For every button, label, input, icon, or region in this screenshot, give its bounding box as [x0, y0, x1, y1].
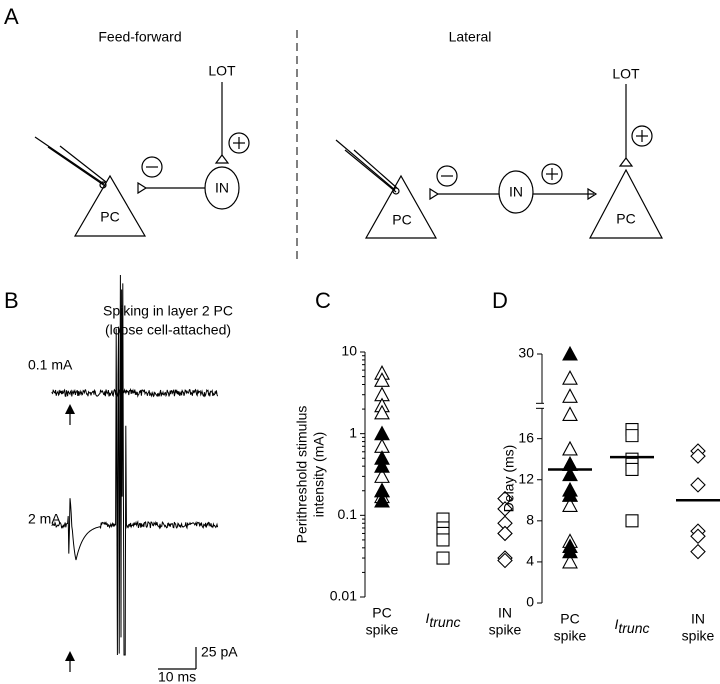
data-point: [374, 372, 390, 387]
data-point: [374, 492, 390, 508]
y-tick-label: 4: [526, 553, 534, 569]
data-point: [562, 440, 578, 456]
y-tick-label: 12: [518, 470, 534, 486]
x-tick-label: I: [614, 616, 618, 632]
x-tick-label: IN: [498, 605, 512, 621]
data-point: [562, 543, 578, 559]
data-point: [374, 458, 390, 473]
y-tick-label: 0.1: [338, 506, 358, 522]
x-tick-label: PC: [372, 605, 391, 621]
data-point: [497, 501, 513, 517]
y-axis-label: Perithreshold stimulus: [294, 406, 310, 544]
node-label: IN: [215, 180, 229, 196]
panel-title: Lateral: [449, 29, 492, 45]
scale-label: 25 pA: [201, 644, 238, 660]
panel-label: C: [315, 288, 331, 313]
x-tick-label: trunc: [618, 620, 649, 636]
y-tick-label: 0: [526, 594, 534, 610]
x-tick-label: PC: [560, 611, 579, 627]
data-point: [497, 552, 513, 569]
y-tick-label: 16: [518, 429, 534, 445]
data-point: [562, 370, 578, 385]
y-tick-label: 10: [341, 343, 357, 359]
data-point: [625, 514, 639, 528]
scale-label: 10 ms: [158, 669, 196, 684]
condition-label: 2 mA: [28, 511, 61, 527]
data-point: [436, 533, 450, 547]
x-tick-label: IN: [691, 611, 705, 627]
data-point: [497, 490, 513, 507]
y-axis-label: intensity (mA): [311, 432, 327, 518]
data-point: [625, 429, 639, 443]
data-point: [562, 466, 578, 482]
data-point: [374, 425, 390, 441]
trace: [51, 274, 219, 656]
node-label: PC: [392, 212, 411, 228]
data-point: [436, 551, 450, 565]
y-tick-label: 1: [349, 424, 357, 440]
data-point: [690, 543, 706, 560]
node-label: LOT: [612, 66, 640, 82]
x-tick-label: spike: [366, 622, 399, 638]
data-point: [690, 448, 706, 464]
x-tick-label: trunc: [429, 614, 460, 630]
data-point: [690, 528, 706, 545]
feedforward-diagram: [34, 82, 250, 237]
node-label: LOT: [208, 63, 236, 79]
node-label: PC: [100, 209, 119, 225]
chart: C 0.01 0.1 1 10 Perithreshold stimulus intensi…: [294, 288, 522, 638]
axis-break: [536, 403, 548, 409]
data-point: [562, 388, 578, 403]
data-point: [497, 515, 513, 532]
x-tick-label: Itrunc: [614, 616, 649, 636]
trace: [51, 387, 219, 398]
data-point: [562, 345, 578, 361]
data-point: [374, 468, 390, 483]
node-label: IN: [509, 184, 523, 200]
panel-title: Feed-forward: [98, 29, 181, 45]
data-point: [374, 404, 390, 420]
panel-title: (loose cell-attached): [105, 322, 231, 338]
scale-bar: [158, 647, 197, 670]
panel-title: Spiking in layer 2 PC: [103, 303, 233, 319]
x-tick-label: spike: [554, 628, 587, 644]
y-tick-label: 0.01: [330, 588, 357, 604]
data-point: [690, 477, 706, 493]
data-point: [497, 525, 513, 542]
y-tick-label: 30: [518, 345, 534, 361]
y-axis-label: Delay (ms): [501, 445, 517, 513]
stim-arrows: [65, 404, 75, 672]
lateral-diagram: [335, 84, 663, 239]
data-point: [562, 497, 578, 512]
data-point: [562, 406, 578, 422]
data-point: [625, 462, 639, 477]
x-tick-label: Itrunc: [425, 610, 460, 630]
x-tick-label: spike: [489, 622, 522, 638]
x-tick-label: spike: [682, 628, 715, 644]
panel-label: B: [4, 288, 19, 313]
panel-label: D: [492, 288, 508, 313]
x-tick-label: I: [425, 610, 429, 626]
data-point: [562, 553, 578, 569]
condition-label: 0.1 mA: [28, 357, 73, 373]
node-label: PC: [616, 211, 635, 227]
panel-label: A: [4, 4, 19, 29]
data-point: [562, 486, 578, 502]
y-tick-label: 8: [526, 512, 534, 528]
